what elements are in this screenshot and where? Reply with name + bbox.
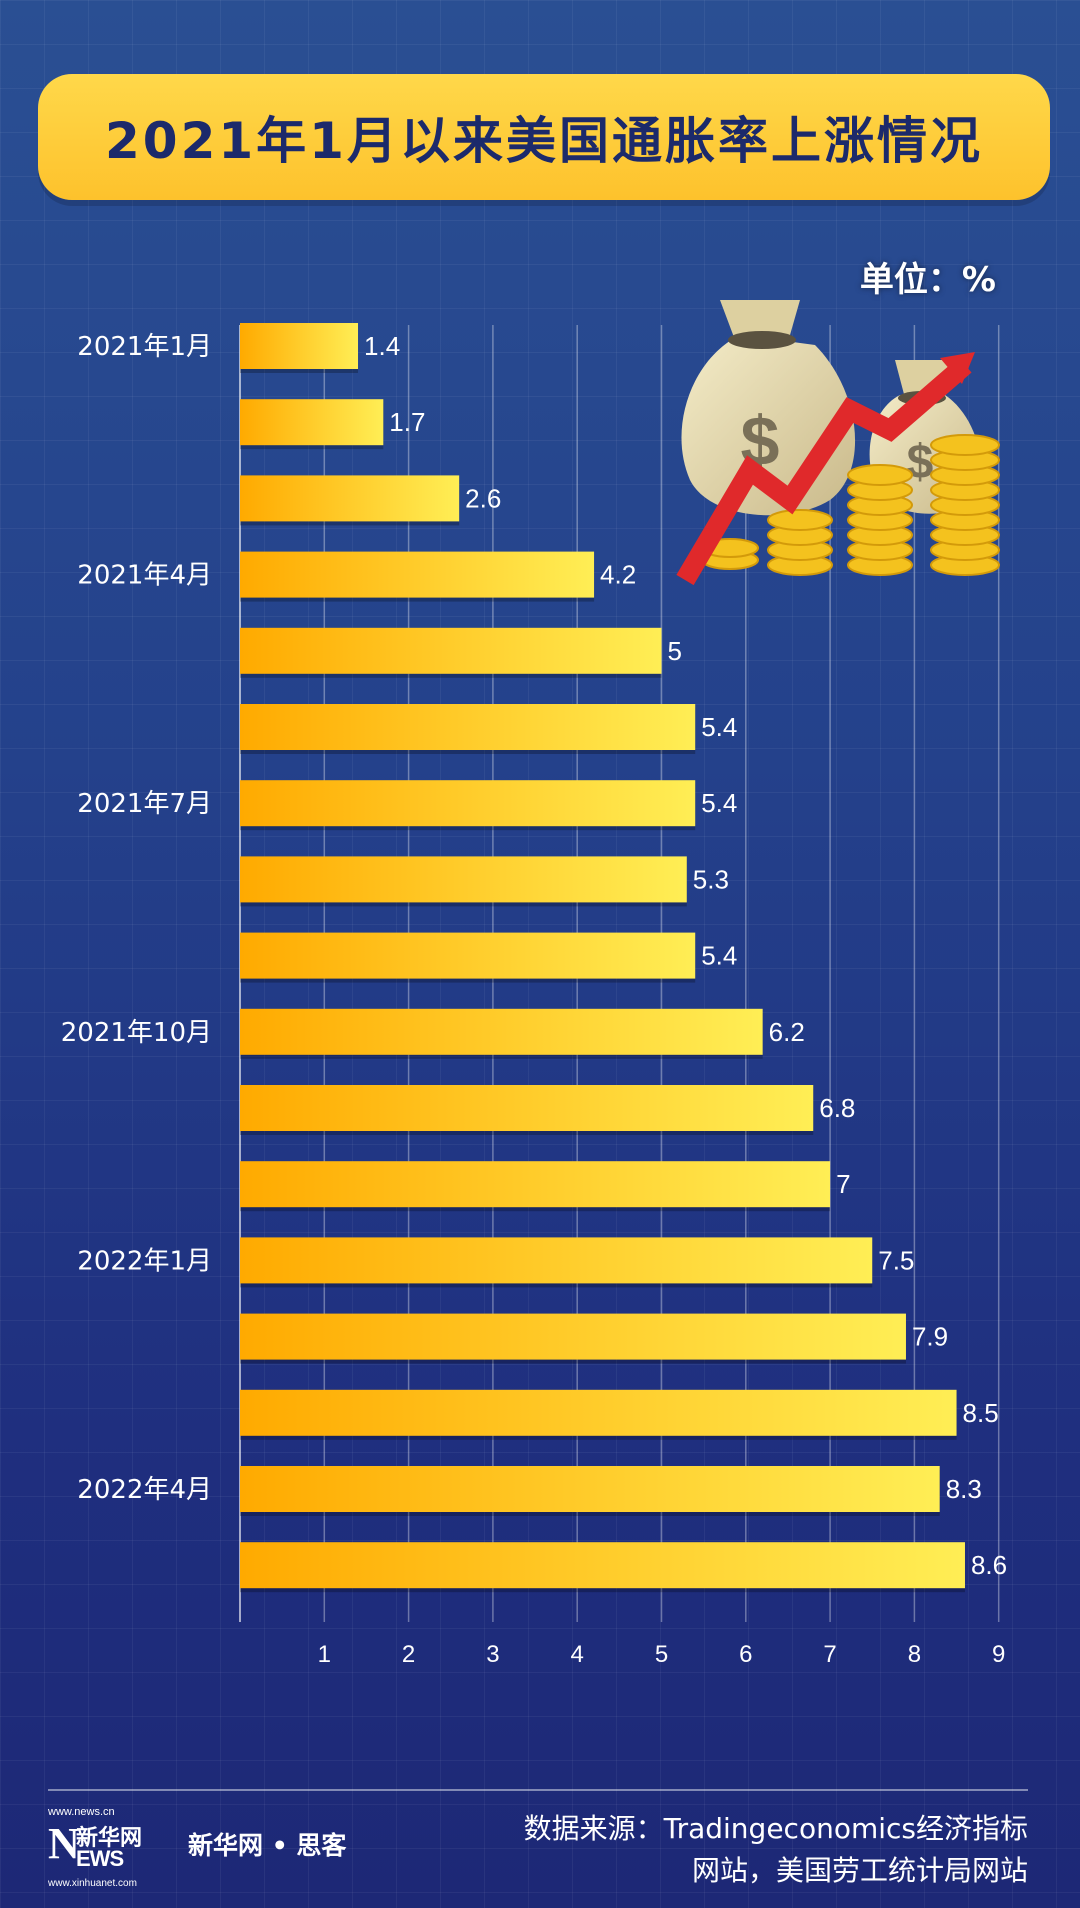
x-tick-label: 3 — [486, 1641, 499, 1668]
category-labels: 2021年1月 2021年4月 2021年7月 2021年10月 2022年1月 2022… — [61, 332, 212, 1505]
value-label: 1.4 — [364, 331, 400, 361]
logo-letter-n: N — [48, 1819, 80, 1868]
value-label: 5.4 — [701, 941, 737, 971]
bar — [240, 856, 687, 903]
value-label: 7.5 — [878, 1245, 914, 1275]
data-source: 数据来源：Tradingeconomics经济指标 网站，美国劳工统计局网站 — [428, 1808, 1028, 1892]
category-label: 2021年7月 — [77, 789, 212, 819]
title-banner: 2021年1月以来美国通胀率上涨情况 — [38, 74, 1050, 200]
money-bag-illustration: $ $ — [676, 300, 1000, 586]
bar — [240, 1085, 814, 1131]
x-tick-label: 4 — [571, 1641, 584, 1668]
brand-name: 新华网 • 思客 — [188, 1831, 347, 1860]
value-label: 5.4 — [701, 788, 737, 818]
value-label: 7.9 — [912, 1322, 948, 1352]
x-tick-label: 9 — [992, 1641, 1005, 1668]
category-label: 2021年1月 — [77, 332, 212, 362]
value-label: 5.3 — [693, 864, 729, 894]
value-label: 5.4 — [701, 712, 737, 742]
logo-url-bottom: www.xinhuanet.com — [48, 1878, 137, 1889]
value-label: 8.6 — [971, 1550, 1007, 1580]
inflation-bar-chart: $ $ 1.4 1.7 2.6 4.2 5 5.4 5.4 5.3 5.4 6.2 6.8 7 7.5 7… — [61, 300, 1007, 1668]
bar — [240, 1161, 831, 1208]
x-tick-labels: 1 2 3 4 5 6 7 8 9 — [318, 1641, 1006, 1668]
bar — [240, 1237, 873, 1284]
page-title: 2021年1月以来美国通胀率上涨情况 — [105, 112, 983, 170]
value-label: 6.2 — [769, 1017, 805, 1047]
value-label: 2.6 — [465, 483, 501, 513]
value-label: 6.8 — [819, 1093, 855, 1123]
value-label: 1.7 — [389, 407, 425, 437]
x-tick-label: 7 — [823, 1641, 836, 1668]
bar — [240, 1008, 763, 1055]
bar — [240, 1542, 965, 1589]
x-tick-label: 1 — [318, 1641, 331, 1668]
source-line-1: 数据来源：Tradingeconomics经济指标 — [523, 1812, 1028, 1845]
category-label: 2021年10月 — [61, 1018, 212, 1048]
value-label: 4.2 — [600, 560, 636, 590]
bar — [240, 475, 460, 522]
x-tick-label: 6 — [739, 1641, 752, 1668]
category-label: 2022年4月 — [77, 1475, 212, 1505]
x-tick-label: 8 — [908, 1641, 921, 1668]
svg-text:$: $ — [907, 436, 934, 489]
logo-url-top: www.news.cn — [48, 1806, 115, 1818]
footer-divider — [48, 1789, 1028, 1791]
bar — [240, 1389, 957, 1436]
bars — [240, 323, 965, 1593]
value-label: 7 — [836, 1169, 850, 1199]
logo-ews: EWS — [76, 1846, 124, 1871]
bar — [240, 399, 384, 446]
unit-label: 单位：% — [859, 260, 996, 300]
value-label: 8.3 — [946, 1474, 982, 1504]
bar — [240, 323, 359, 369]
bar — [240, 932, 696, 979]
value-label: 5 — [668, 636, 682, 666]
value-label: 8.5 — [963, 1398, 999, 1428]
bar — [240, 1313, 906, 1360]
category-label: 2021年4月 — [77, 561, 212, 591]
xinhua-news-logo[interactable]: www.news.cn N 新华网 EWS www.xinhuanet.com — [48, 1806, 178, 1896]
bar — [240, 704, 696, 750]
bar — [240, 1466, 940, 1512]
bar — [240, 780, 696, 827]
source-line-2: 网站，美国劳工统计局网站 — [691, 1854, 1028, 1887]
bar — [240, 627, 662, 674]
x-tick-label: 2 — [402, 1641, 415, 1668]
logo-chinese-name: 新华网 — [76, 1826, 143, 1851]
category-label: 2022年1月 — [77, 1246, 212, 1276]
x-tick-label: 5 — [655, 1641, 668, 1668]
value-labels: 1.4 1.7 2.6 4.2 5 5.4 5.4 5.3 5.4 6.2 6.8 7 7.5 7.9 8.… — [364, 331, 1007, 1580]
bar — [240, 551, 595, 598]
